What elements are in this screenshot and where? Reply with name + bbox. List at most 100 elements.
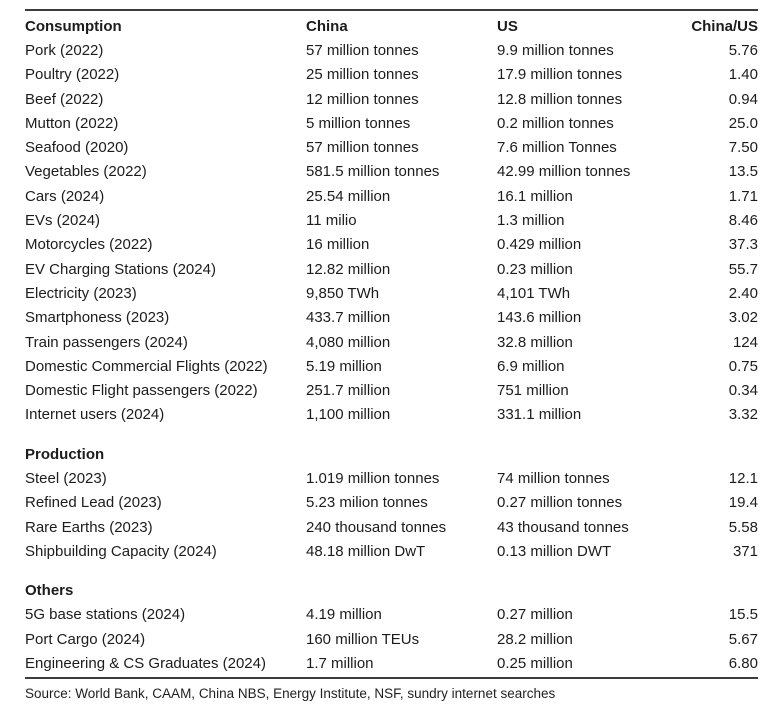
us-value: 74 million tonnes: [497, 469, 610, 487]
ratio-value: 5.76: [728, 41, 758, 59]
us-value: 1.3 million: [497, 212, 565, 230]
ratio-value: 3.02: [728, 309, 758, 327]
section-title: Production: [25, 445, 105, 463]
table-row: Mutton (2022) 5 million tonnes 0.2 million…: [25, 111, 758, 135]
table-row: Domestic Commercial Flights (2022) 5.19 m…: [25, 354, 758, 378]
table-row: Cars (2024) 25.54 million 16.1 million 1.71: [25, 184, 758, 208]
table-row: Beef (2022) 12 million tonnes 12.8 million…: [25, 87, 758, 111]
china-value: 5.23 milion tonnes: [306, 494, 428, 512]
us-value: 0.2 million tonnes: [497, 114, 614, 132]
column-header-china-us-ratio: China/US: [691, 17, 758, 35]
ratio-value: 0.94: [728, 90, 758, 108]
row-label: Cars (2024): [25, 187, 105, 205]
china-value: 57 million tonnes: [306, 41, 419, 59]
ratio-value: 1.40: [728, 66, 758, 84]
table-row: EVs (2024) 11 milio 1.3 million 8.46: [25, 208, 758, 232]
row-label: Refined Lead (2023): [25, 494, 162, 512]
china-value: 25 million tonnes: [306, 66, 419, 84]
ratio-value: 0.75: [728, 357, 758, 375]
us-value: 143.6 million: [497, 309, 582, 327]
china-value: 1.7 million: [306, 655, 374, 673]
top-rule: [25, 9, 758, 11]
table-row: Shipbuilding Capacity (2024) 48.18 millio…: [25, 539, 758, 563]
china-value: 251.7 million: [306, 382, 391, 400]
china-value: 12.82 million: [306, 260, 391, 278]
china-value: 1.019 million tonnes: [306, 469, 440, 487]
ratio-value: 7.50: [728, 139, 758, 157]
china-value: 12 million tonnes: [306, 90, 419, 108]
us-value: 6.9 million: [497, 357, 565, 375]
ratio-value: 12.1: [728, 469, 758, 487]
us-value: 331.1 million: [497, 406, 582, 424]
ratio-value: 19.4: [728, 494, 758, 512]
section-gap: [25, 427, 758, 442]
china-value: 581.5 million tonnes: [306, 163, 440, 181]
ratio-value: 6.80: [728, 655, 758, 673]
china-value: 1,100 million: [306, 406, 391, 424]
table-row: Vegetables (2022) 581.5 million tonnes 42.…: [25, 160, 758, 184]
ratio-value: 5.58: [728, 518, 758, 536]
table-row: Pork (2022) 57 million tonnes 9.9 million …: [25, 38, 758, 62]
row-label: Steel (2023): [25, 469, 107, 487]
row-label: Smartphoness (2023): [25, 309, 170, 327]
table-row: Seafood (2020) 57 million tonnes 7.6 milli…: [25, 135, 758, 159]
china-value: 11 milio: [306, 212, 357, 230]
us-value: 17.9 million tonnes: [497, 66, 623, 84]
table-body: Pork (2022) 57 million tonnes 9.9 million …: [25, 38, 758, 675]
row-label: Electricity (2023): [25, 284, 137, 302]
us-value: 0.27 million tonnes: [497, 494, 623, 512]
row-label: Domestic Flight passengers (2022): [25, 382, 258, 400]
row-label: EV Charging Stations (2024): [25, 260, 216, 278]
table-row: Internet users (2024) 1,100 million 331.1 …: [25, 403, 758, 427]
china-value: 25.54 million: [306, 187, 391, 205]
table-row: Port Cargo (2024) 160 million TEUs 28.2 mi…: [25, 627, 758, 651]
column-header-us: US: [497, 17, 518, 35]
ratio-value: 8.46: [728, 212, 758, 230]
table-row: Electricity (2023) 9,850 TWh 4,101 TWh 2.40: [25, 281, 758, 305]
china-value: 5.19 million: [306, 357, 382, 375]
us-value: 0.13 million DWT: [497, 542, 612, 560]
us-value: 43 thousand tonnes: [497, 518, 629, 536]
row-label: Domestic Commercial Flights (2022): [25, 357, 268, 375]
us-value: 0.23 million: [497, 260, 573, 278]
ratio-value: 55.7: [728, 260, 758, 278]
row-label: 5G base stations (2024): [25, 606, 186, 624]
table-row: Smartphoness (2023) 433.7 million 143.6 mi…: [25, 306, 758, 330]
us-value: 32.8 million: [497, 333, 573, 351]
us-value: 0.25 million: [497, 655, 573, 673]
china-value: 4.19 million: [306, 606, 382, 624]
row-label: EVs (2024): [25, 212, 101, 230]
row-label: Beef (2022): [25, 90, 104, 108]
ratio-value: 25.0: [728, 114, 758, 132]
us-value: 12.8 million tonnes: [497, 90, 623, 108]
china-value: 16 million: [306, 236, 370, 254]
row-label: Engineering & CS Graduates (2024): [25, 655, 266, 673]
comparison-table: Consumption China US China/US Pork (2022…: [25, 9, 758, 701]
ratio-value: 371: [732, 542, 758, 560]
ratio-value: 2.40: [728, 284, 758, 302]
ratio-value: 3.32: [728, 406, 758, 424]
row-label: Mutton (2022): [25, 114, 119, 132]
china-value: 160 million TEUs: [306, 630, 420, 648]
column-header-china: China: [306, 17, 348, 35]
us-value: 0.429 million: [497, 236, 582, 254]
row-label: Vegetables (2022): [25, 163, 147, 181]
section-header-row: Production: [25, 442, 758, 466]
ratio-value: 13.5: [728, 163, 758, 181]
table-row: Motorcycles (2022) 16 million 0.429 millio…: [25, 233, 758, 257]
ratio-value: 1.71: [728, 187, 758, 205]
row-label: Rare Earths (2023): [25, 518, 153, 536]
table-row: Train passengers (2024) 4,080 million 32.8…: [25, 330, 758, 354]
table-row: Engineering & CS Graduates (2024) 1.7 mil…: [25, 651, 758, 675]
ratio-value: 124: [732, 333, 758, 351]
us-value: 4,101 TWh: [497, 284, 571, 302]
column-header-consumption: Consumption: [25, 17, 122, 35]
table-header-row: Consumption China US China/US: [25, 14, 758, 38]
row-label: Motorcycles (2022): [25, 236, 153, 254]
ratio-value: 0.34: [728, 382, 758, 400]
china-value: 48.18 million DwT: [306, 542, 426, 560]
ratio-value: 37.3: [728, 236, 758, 254]
row-label: Port Cargo (2024): [25, 630, 146, 648]
table-row: Poultry (2022) 25 million tonnes 17.9 mill…: [25, 63, 758, 87]
bottom-rule: [25, 676, 758, 679]
